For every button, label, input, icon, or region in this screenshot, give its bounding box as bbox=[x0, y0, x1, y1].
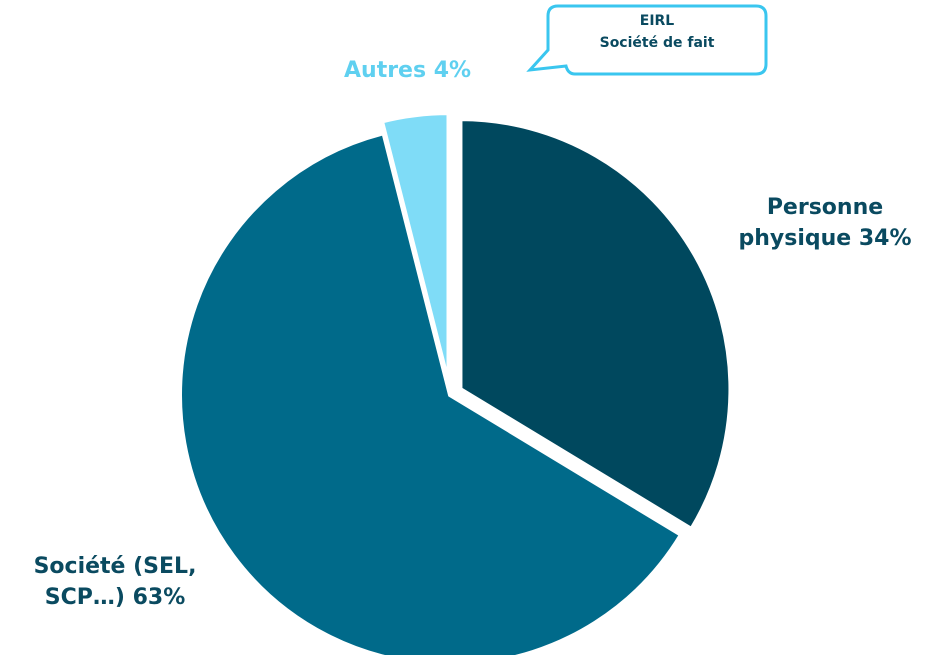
pie-slice-personne-physique bbox=[458, 117, 733, 532]
pie-slice-societe bbox=[178, 130, 684, 659]
callout-bubble bbox=[526, 4, 768, 76]
slice-label-personne-physique: Personne physique 34% bbox=[705, 192, 935, 254]
callout-line-societe-de-fait: Société de fait bbox=[599, 35, 715, 51]
pie-slice-autres bbox=[379, 111, 451, 384]
slice-label-line: Autres 4% bbox=[344, 58, 472, 83]
slice-label-line: physique 34% bbox=[738, 226, 912, 251]
slice-label-line: Société (SEL, bbox=[33, 554, 197, 579]
slice-label-autres: Autres 4% bbox=[344, 55, 471, 86]
slice-label-line: SCP…) 63% bbox=[44, 585, 186, 610]
slice-label-societe: Société (SEL, SCP…) 63% bbox=[10, 551, 220, 613]
slice-label-line: Personne bbox=[766, 195, 884, 220]
pie-slices bbox=[178, 111, 733, 659]
callout-line-eirl: EIRL bbox=[639, 13, 675, 29]
callout-text: EIRL Société de fait bbox=[548, 10, 766, 54]
